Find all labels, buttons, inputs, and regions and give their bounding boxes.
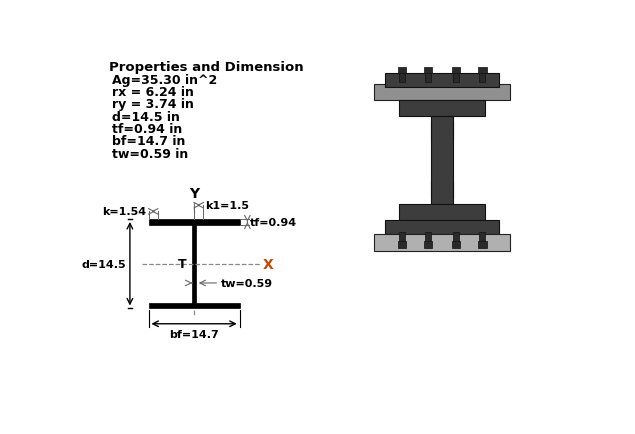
- Text: ry = 3.74 in: ry = 3.74 in: [112, 98, 194, 111]
- Bar: [399, 205, 485, 220]
- Text: X: X: [263, 257, 274, 271]
- Text: k=1.54: k=1.54: [102, 207, 146, 217]
- Bar: [399, 72, 405, 83]
- Bar: [399, 233, 405, 243]
- Bar: [398, 242, 406, 248]
- Text: Properties and Dimension: Properties and Dimension: [109, 61, 304, 74]
- Text: bf=14.7: bf=14.7: [169, 329, 219, 339]
- Text: bf=14.7 in: bf=14.7 in: [112, 135, 185, 148]
- Bar: [374, 234, 510, 251]
- Bar: [453, 72, 459, 83]
- Bar: [192, 225, 196, 303]
- Text: Y: Y: [189, 186, 199, 201]
- Bar: [149, 303, 239, 309]
- Text: d=14.5 in: d=14.5 in: [112, 111, 180, 123]
- Bar: [479, 72, 486, 83]
- Bar: [424, 242, 432, 248]
- Text: tw=0.59 in: tw=0.59 in: [112, 147, 188, 160]
- Bar: [479, 233, 486, 243]
- Bar: [478, 67, 486, 74]
- Bar: [431, 117, 453, 205]
- Bar: [149, 220, 239, 225]
- Text: rx = 6.24 in: rx = 6.24 in: [112, 86, 194, 99]
- Text: tf=0.94: tf=0.94: [250, 217, 297, 227]
- Text: k1=1.5: k1=1.5: [205, 201, 249, 211]
- Text: Ag=35.30 in^2: Ag=35.30 in^2: [112, 74, 217, 86]
- Bar: [425, 233, 431, 243]
- Text: tw=0.59: tw=0.59: [221, 278, 273, 288]
- Bar: [451, 242, 460, 248]
- Bar: [451, 67, 460, 74]
- Bar: [478, 242, 486, 248]
- Bar: [385, 220, 499, 234]
- Bar: [399, 101, 485, 117]
- Bar: [374, 84, 510, 101]
- Text: tf=0.94 in: tf=0.94 in: [112, 123, 182, 136]
- Bar: [398, 67, 406, 74]
- Text: T: T: [177, 258, 186, 270]
- Text: d=14.5: d=14.5: [81, 259, 126, 269]
- Bar: [385, 74, 499, 87]
- Bar: [453, 233, 459, 243]
- Bar: [425, 72, 431, 83]
- Bar: [424, 67, 432, 74]
